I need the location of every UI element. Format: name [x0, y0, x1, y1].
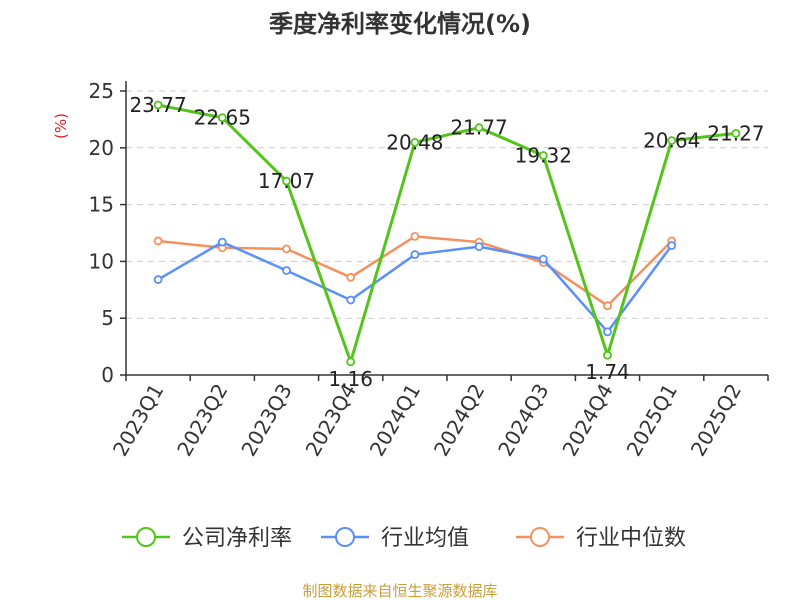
source-note: 制图数据来自恒生聚源数据库 [302, 582, 497, 600]
y-axis-unit-label: (%) [52, 113, 70, 139]
x-tick-label: 2024Q3 [493, 380, 553, 461]
data-point [153, 275, 163, 284]
data-point [153, 100, 163, 110]
chart-title: 季度净利率变化情况(%) [269, 10, 531, 38]
legend-marker [335, 527, 355, 547]
data-label: 1.16 [328, 367, 373, 391]
data-point [410, 250, 420, 259]
series-line [157, 103, 737, 364]
data-point [667, 136, 677, 145]
data-point [474, 242, 484, 252]
x-tick-label: 2025Q2 [686, 380, 746, 461]
y-tick-label: 25 [89, 79, 114, 103]
y-tick-label: 0 [101, 363, 114, 387]
legend-label: 行业均值 [381, 526, 469, 551]
data-labels: 23.77 22.65 17.07 1.16 20.48 21.77 19.32 1.74 20… [129, 93, 764, 391]
data-point [282, 244, 291, 254]
x-tick-label: 2024Q1 [365, 380, 425, 461]
data-point [346, 357, 356, 367]
x-tick-label: 2025Q1 [622, 380, 682, 461]
data-label: 21.77 [450, 116, 507, 140]
data-point [217, 113, 227, 123]
data-point [217, 237, 227, 247]
data-point [603, 350, 612, 360]
data-point [282, 266, 291, 275]
data-point [538, 254, 548, 264]
data-point [538, 151, 548, 160]
data-point [667, 241, 677, 250]
data-label: 1.74 [585, 360, 630, 384]
y-tick-label: 15 [89, 193, 114, 217]
x-tick-label: 2024Q4 [557, 380, 617, 461]
data-label: 20.48 [386, 130, 443, 154]
data-label: 21.27 [707, 121, 764, 145]
data-point [410, 137, 420, 147]
data-label: 20.64 [643, 129, 700, 153]
y-tick-label: 5 [101, 306, 114, 330]
legend-marker [530, 527, 550, 547]
data-point [603, 327, 612, 337]
data-point [346, 295, 356, 305]
x-tick-label: 2023Q4 [301, 380, 361, 461]
y-tick-label: 10 [89, 249, 114, 273]
data-point [346, 272, 356, 282]
data-label: 19.32 [515, 144, 572, 168]
data-label: 17.07 [258, 169, 315, 193]
legend-label: 公司净利率 [182, 526, 292, 551]
legend: 公司净利率 行业均值 行业中位数 [122, 526, 686, 551]
data-label: 23.77 [129, 93, 186, 117]
legend-marker [136, 527, 156, 547]
data-point [282, 176, 291, 186]
data-point [410, 232, 420, 241]
y-tick-label: 20 [89, 136, 114, 160]
x-tick-label: 2023Q3 [236, 380, 296, 461]
grid-lines [126, 90, 768, 319]
legend-label: 行业中位数 [576, 526, 686, 551]
x-tick-label: 2023Q1 [108, 380, 168, 461]
series-lines [153, 100, 741, 367]
data-point [153, 236, 163, 246]
data-point [731, 128, 741, 138]
data-point [474, 123, 484, 133]
data-point [603, 301, 612, 311]
x-tick-label: 2024Q2 [429, 379, 489, 460]
x-tick-label: 2023Q2 [172, 380, 232, 461]
data-label: 22.65 [194, 106, 251, 130]
